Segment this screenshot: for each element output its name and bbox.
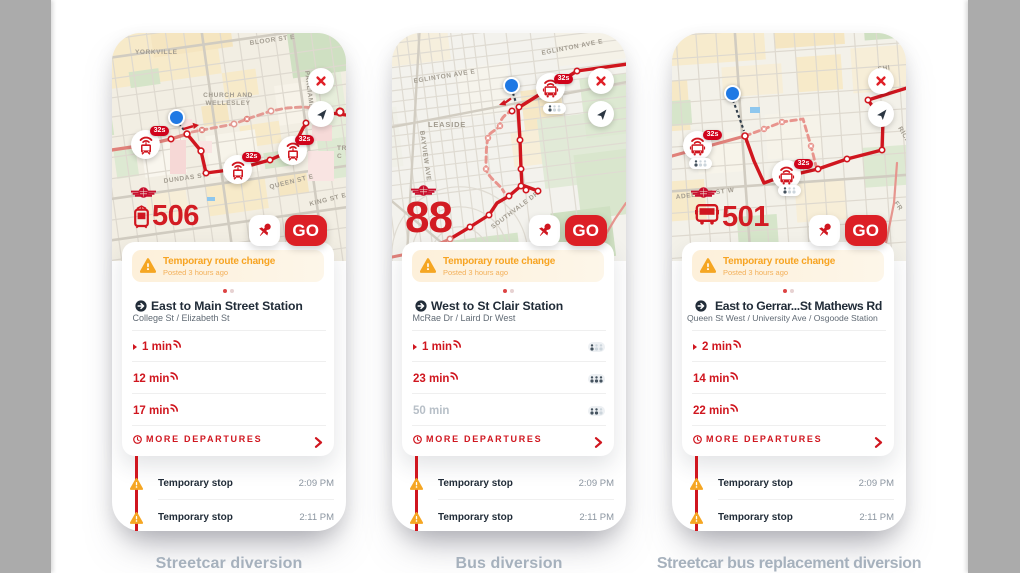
svg-text:RICH: RICH [896, 126, 906, 145]
svg-text:YORKVILLE: YORKVILLE [135, 49, 178, 56]
svg-text:C: C [337, 153, 342, 160]
svg-text:TR: TR [337, 145, 346, 152]
svg-text:FR: FR [892, 200, 903, 212]
svg-text:LEASIDE: LEASIDE [428, 120, 466, 129]
svg-text:CHURCH AND: CHURCH AND [203, 92, 253, 99]
svg-text:WELLESLEY: WELLESLEY [205, 100, 250, 107]
